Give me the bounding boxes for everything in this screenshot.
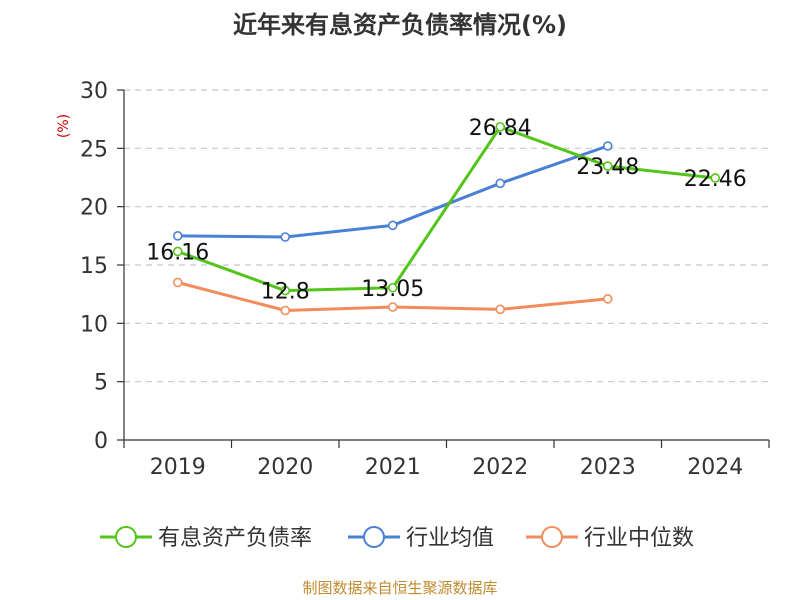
data-point <box>710 173 721 183</box>
source-note: 制图数据来自恒生聚源数据库 <box>302 579 497 597</box>
x-tick-label: 2022 <box>472 455 528 480</box>
data-point <box>602 161 613 171</box>
y-tick-label: 5 <box>94 371 108 396</box>
y-tick-label: 15 <box>80 254 108 279</box>
data-point <box>172 231 183 241</box>
data-label: 22.46 <box>684 167 747 192</box>
data-point <box>495 122 506 132</box>
data-point <box>387 302 398 312</box>
legend-label: 行业均值 <box>406 526 494 551</box>
data-point <box>495 304 506 315</box>
series-layer <box>172 122 721 316</box>
x-tick-label: 2021 <box>365 455 421 480</box>
data-point <box>602 141 613 151</box>
y-tick-label: 30 <box>80 79 108 104</box>
data-point <box>602 294 613 304</box>
x-tick-label: 2023 <box>580 455 636 480</box>
y-axis-unit: (%) <box>56 114 72 138</box>
y-tick-label: 25 <box>80 137 108 162</box>
data-point <box>172 246 183 257</box>
legend-marker <box>363 526 385 548</box>
chart-title: 近年来有息资产负债率情况(%) <box>233 11 567 39</box>
x-tick-label: 2020 <box>257 455 313 480</box>
legend-label: 有息资产负债率 <box>158 526 312 551</box>
y-tick-label: 10 <box>80 312 108 337</box>
data-label: 16.16 <box>146 240 209 265</box>
y-tick-label: 20 <box>80 196 108 221</box>
data-point <box>280 232 291 242</box>
data-point <box>495 178 506 189</box>
legend-marker <box>541 526 563 548</box>
data-point <box>387 220 398 231</box>
data-label: 13.05 <box>361 277 424 302</box>
data-point <box>280 285 291 296</box>
data-point <box>387 282 398 293</box>
axes: 0 5 10 15 20 25 30 2019 2020 2021 2022 2023 2024 <box>80 79 770 480</box>
data-label: 26.84 <box>469 116 532 141</box>
series-line <box>177 125 716 293</box>
data-point <box>280 305 291 316</box>
x-tick-label: 2019 <box>150 455 206 480</box>
legend-label: 行业中位数 <box>584 526 694 551</box>
data-label: 12.8 <box>261 280 310 305</box>
legend: 有息资产负债率 行业均值 行业中位数 <box>100 526 694 551</box>
data-label: 23.48 <box>576 155 639 180</box>
y-tick-label: 0 <box>94 429 108 454</box>
data-point <box>172 277 183 288</box>
data-labels: 16.16 12.8 13.05 26.84 23.48 22.46 <box>146 116 746 305</box>
x-tick-label: 2024 <box>687 455 743 480</box>
legend-marker <box>115 526 137 548</box>
